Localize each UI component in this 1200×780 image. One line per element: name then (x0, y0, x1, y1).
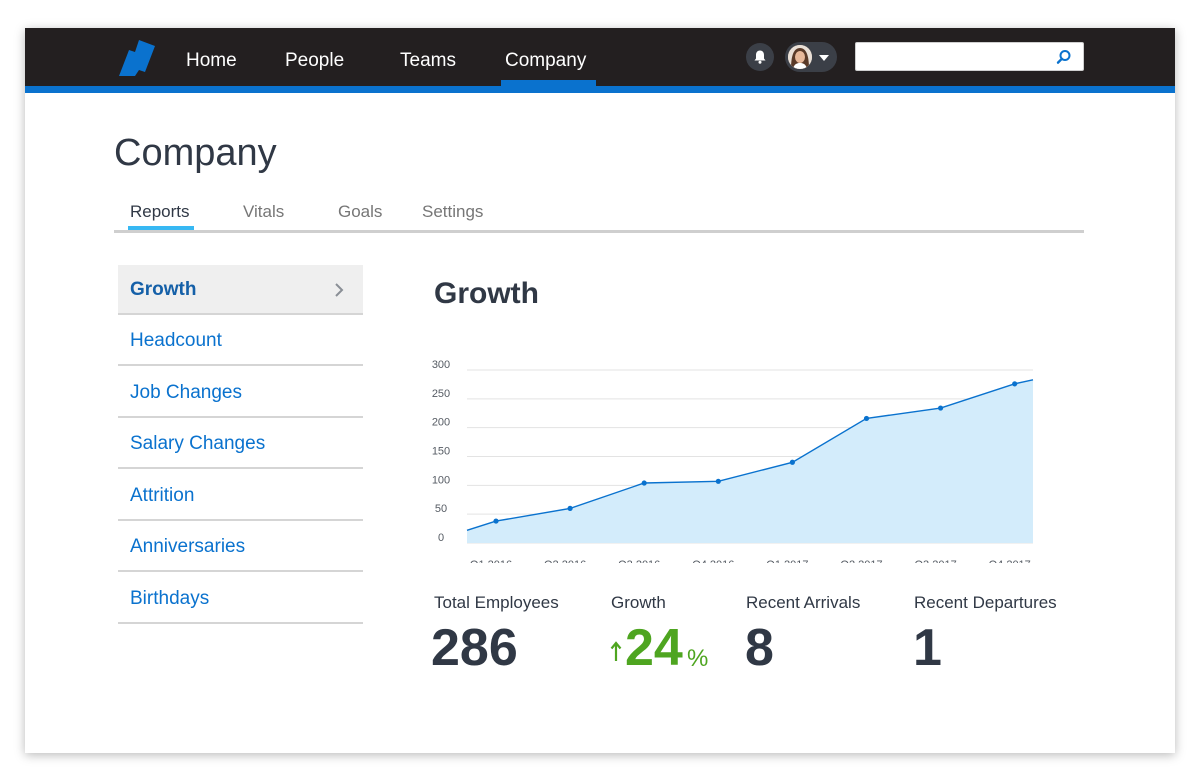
sidebar-item-label: Salary Changes (130, 433, 266, 454)
sidebar-item-attrition[interactable]: Attrition (118, 471, 363, 521)
avatar (788, 45, 812, 69)
chevron-right-icon (335, 283, 344, 297)
search-icon[interactable] (1056, 49, 1072, 65)
sidebar-item-label: Attrition (130, 485, 195, 506)
data-point (493, 518, 499, 524)
total-employees-label: Total Employees (434, 593, 559, 612)
user-photo-icon (788, 45, 812, 69)
recent-arrivals-value: 8 (745, 619, 774, 677)
data-point (938, 405, 944, 411)
sidebar-item-label: Birthdays (130, 588, 210, 609)
series-line (466, 379, 1034, 531)
nav-home[interactable]: Home (186, 50, 237, 71)
x-tick-label: Q3 2017 (914, 559, 956, 563)
data-point (641, 480, 647, 486)
nav-active-indicator (501, 80, 596, 86)
tab-settings[interactable]: Settings (422, 202, 484, 221)
x-tick-label: Q2 2017 (840, 559, 882, 563)
y-tick-label: 50 (435, 503, 447, 515)
report-title: Growth (434, 277, 539, 310)
brand-logo-icon[interactable] (113, 40, 155, 76)
data-point (567, 505, 573, 511)
tab-reports[interactable]: Reports (130, 202, 190, 221)
y-tick-label: 300 (432, 359, 450, 371)
sidebar-item-growth[interactable]: Growth (118, 265, 363, 315)
y-tick-label: 100 (432, 474, 450, 486)
data-point (1012, 381, 1018, 387)
bell-icon (754, 50, 766, 64)
tab-goals[interactable]: Goals (338, 202, 383, 221)
sidebar-item-label: Growth (130, 279, 197, 300)
nav-people[interactable]: People (285, 50, 345, 71)
growth-unit: % (687, 645, 709, 672)
notifications-button[interactable] (746, 43, 774, 71)
chevron-down-icon (819, 55, 829, 61)
top-nav-accent-bar (25, 86, 1175, 93)
y-tick-label: 200 (432, 417, 450, 429)
x-tick-label: Q3 2016 (618, 559, 660, 563)
growth-value: 24 (625, 619, 683, 677)
total-employees-value: 286 (431, 619, 518, 677)
sidebar-item-label: Job Changes (130, 382, 242, 403)
tab-active-indicator (128, 226, 194, 230)
recent-arrivals-label: Recent Arrivals (746, 593, 861, 612)
search-box (855, 42, 1084, 71)
app-window: Home People Teams Company (25, 28, 1175, 753)
sidebar-item-job-changes[interactable]: Job Changes (118, 368, 363, 418)
nav-company[interactable]: Company (505, 50, 587, 71)
growth-label: Growth (611, 593, 666, 612)
sidebar-item-label: Headcount (130, 330, 222, 351)
x-tick-label: Q1 2016 (470, 559, 512, 563)
top-nav-bar: Home People Teams Company (25, 28, 1175, 86)
x-tick-label: Q2 2016 (544, 559, 586, 563)
y-tick-label: 250 (432, 388, 450, 400)
x-tick-label: Q4 2016 (692, 559, 734, 563)
data-point (789, 459, 795, 465)
nav-teams[interactable]: Teams (400, 50, 456, 71)
y-tick-label: 150 (432, 446, 450, 458)
recent-departures-value: 1 (913, 619, 942, 677)
x-tick-label: Q1 2017 (766, 559, 808, 563)
sidebar-item-label: Anniversaries (130, 536, 246, 557)
sidebar-item-birthdays[interactable]: Birthdays (118, 574, 363, 624)
tabs-divider (114, 230, 1084, 233)
page-title: Company (114, 132, 277, 174)
data-point (863, 415, 870, 422)
sidebar-item-headcount[interactable]: Headcount (118, 316, 363, 366)
user-menu-button[interactable] (785, 42, 837, 72)
tab-vitals[interactable]: Vitals (243, 202, 285, 221)
sidebar-item-anniversaries[interactable]: Anniversaries (118, 522, 363, 572)
arrow-up-icon (610, 641, 622, 661)
search-input[interactable] (862, 47, 1052, 67)
recent-departures-label: Recent Departures (914, 593, 1057, 612)
x-tick-label: Q4 2017 (989, 559, 1031, 563)
y-tick-label: 0 (438, 532, 444, 544)
growth-area-chart: 0 50 100 150 200 250 300 Q1 2016 Q2 2016 Q3 2016 Q… (432, 359, 1034, 563)
area-fill (467, 379, 1033, 543)
data-point (715, 478, 721, 484)
sidebar-item-salary-changes[interactable]: Salary Changes (118, 419, 363, 469)
